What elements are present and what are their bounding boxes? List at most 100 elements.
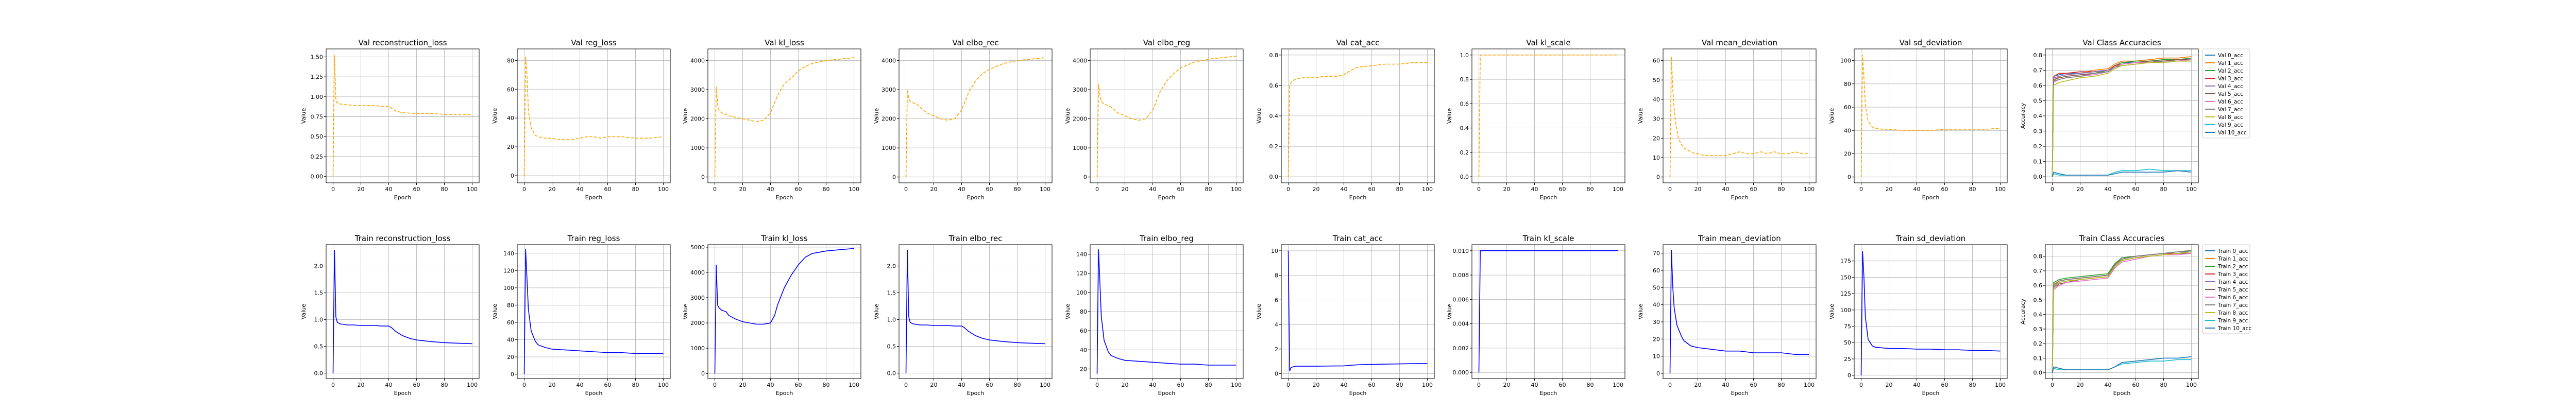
x-tick-label: 80 — [632, 186, 639, 193]
x-axis-label: Epoch — [1158, 194, 1176, 201]
subplot-12: 0 20 40 60 80 100 0 20 40 60 80 100 120 140 Train reg_… — [492, 234, 671, 397]
series-line — [2052, 250, 2192, 373]
x-tick-label: 80 — [823, 382, 830, 388]
chart-title: Val kl_loss — [765, 38, 804, 48]
x-tick-label: 80 — [2160, 382, 2167, 388]
x-tick-label: 100 — [467, 382, 478, 388]
axes-frame — [517, 244, 671, 379]
x-tick-label: 0 — [331, 186, 335, 193]
x-tick-label: 0 — [904, 186, 908, 193]
x-tick-label: 100 — [1613, 382, 1623, 388]
legend-label: Train 2_acc — [2217, 264, 2248, 270]
y-tick-label: 3000 — [690, 295, 705, 301]
y-tick-label: 25 — [1844, 356, 1851, 363]
x-tick-label: 20 — [1122, 186, 1129, 193]
x-tick-label: 100 — [1040, 382, 1050, 388]
chart-title: Train mean_deviation — [1698, 234, 1781, 244]
x-tick-label: 60 — [795, 186, 802, 193]
x-tick-label: 100 — [1804, 382, 1815, 388]
y-tick-label: 0.5 — [887, 344, 896, 350]
subplot-19: 0 20 40 60 80 100 0 25 50 75 100 125 150 175 Train sd_… — [1828, 234, 2008, 397]
x-tick-label: 80 — [1205, 382, 1212, 388]
x-tick-label: 40 — [767, 382, 774, 388]
x-tick-label: 0 — [1286, 382, 1290, 388]
x-tick-label: 0 — [1668, 382, 1672, 388]
x-tick-label: 20 — [549, 186, 556, 193]
y-tick-label: 40 — [1080, 347, 1087, 353]
y-axis-label: Value — [873, 108, 880, 124]
subplot-10: 0 20 40 60 80 100 0.0 0.1 0.2 0.3 0.4 0.5 0.6 0.7 0.8 V… — [2020, 38, 2250, 201]
y-tick-label: 5000 — [690, 244, 705, 251]
y-axis-label: Value — [1446, 108, 1453, 124]
y-tick-label: 0 — [1275, 370, 1278, 377]
axes-frame — [517, 48, 671, 183]
x-tick-label: 20 — [358, 382, 365, 388]
y-tick-label: 0.1 — [2033, 159, 2043, 165]
axes-frame — [1854, 244, 2008, 379]
y-tick-label: 4000 — [690, 269, 705, 276]
x-axis-label: Epoch — [394, 194, 412, 201]
y-tick-label: 1000 — [882, 145, 896, 151]
y-tick-label: 2000 — [1073, 116, 1087, 123]
y-tick-label: 125 — [1840, 290, 1851, 297]
legend-label: Train 8_acc — [2217, 310, 2248, 316]
y-tick-label: 100 — [503, 285, 514, 291]
axes-frame — [326, 244, 480, 379]
x-tick-label: 40 — [1341, 382, 1348, 388]
y-tick-label: 0.0 — [2033, 370, 2043, 376]
series-line — [1096, 56, 1236, 177]
axes-frame — [707, 48, 861, 183]
y-tick-label: 10 — [1653, 154, 1660, 161]
y-tick-label: 4000 — [882, 58, 896, 64]
series-line — [2052, 356, 2192, 373]
subplot-9: 0 20 40 60 80 100 0 20 40 60 80 100 Val sd_deviation… — [1828, 38, 2008, 201]
y-axis-label: Value — [1256, 304, 1262, 319]
y-tick-label: 20 — [1653, 336, 1660, 342]
y-tick-label: 175 — [1840, 258, 1851, 265]
x-tick-label: 80 — [2160, 186, 2167, 193]
x-axis-label: Epoch — [967, 390, 985, 397]
x-tick-label: 0 — [713, 382, 717, 388]
axes-frame — [1471, 48, 1625, 183]
legend-label: Val 8_acc — [2218, 114, 2243, 121]
y-tick-label: 0.25 — [311, 153, 324, 160]
series-line — [2052, 253, 2192, 373]
x-tick-label: 80 — [1014, 382, 1021, 388]
x-tick-label: 20 — [1694, 382, 1702, 388]
y-tick-label: 100 — [1076, 289, 1087, 296]
y-tick-label: 0.8 — [1460, 76, 1469, 83]
y-tick-label: 0 — [511, 371, 514, 378]
y-tick-label: 40 — [1653, 302, 1660, 308]
axes-frame — [899, 244, 1053, 379]
x-tick-label: 80 — [1587, 186, 1594, 193]
y-tick-label: 60 — [507, 319, 514, 326]
x-tick-label: 100 — [1422, 382, 1433, 388]
x-tick-label: 20 — [1886, 382, 1893, 388]
y-axis-label: Value — [1256, 108, 1262, 124]
legend-label: Val 6_acc — [2218, 99, 2243, 105]
chart-title: Train sd_deviation — [1895, 234, 1965, 244]
legend-label: Train 5_acc — [2217, 287, 2248, 293]
y-tick-label: 0.2 — [1269, 143, 1279, 150]
x-tick-label: 20 — [930, 186, 938, 193]
y-tick-label: 1.5 — [314, 290, 324, 297]
y-axis-label: Value — [1828, 304, 1835, 319]
x-tick-label: 20 — [2077, 382, 2084, 388]
y-tick-label: 3000 — [882, 87, 896, 93]
x-tick-label: 0 — [522, 186, 526, 193]
x-tick-label: 80 — [441, 382, 448, 388]
y-tick-label: 0.0 — [314, 370, 324, 377]
x-tick-label: 40 — [1722, 382, 1730, 388]
y-tick-label: 40 — [1844, 127, 1851, 134]
x-tick-label: 60 — [604, 186, 612, 193]
y-tick-label: 0.0 — [1460, 174, 1469, 180]
y-axis-label: Value — [873, 304, 880, 319]
axes-frame — [1281, 244, 1435, 379]
x-tick-label: 100 — [849, 186, 859, 193]
x-axis-label: Epoch — [1731, 390, 1749, 397]
y-axis-label: Value — [1446, 304, 1453, 319]
series-line — [905, 250, 1045, 373]
axes-frame — [707, 244, 861, 379]
y-tick-label: 3000 — [1073, 87, 1087, 93]
